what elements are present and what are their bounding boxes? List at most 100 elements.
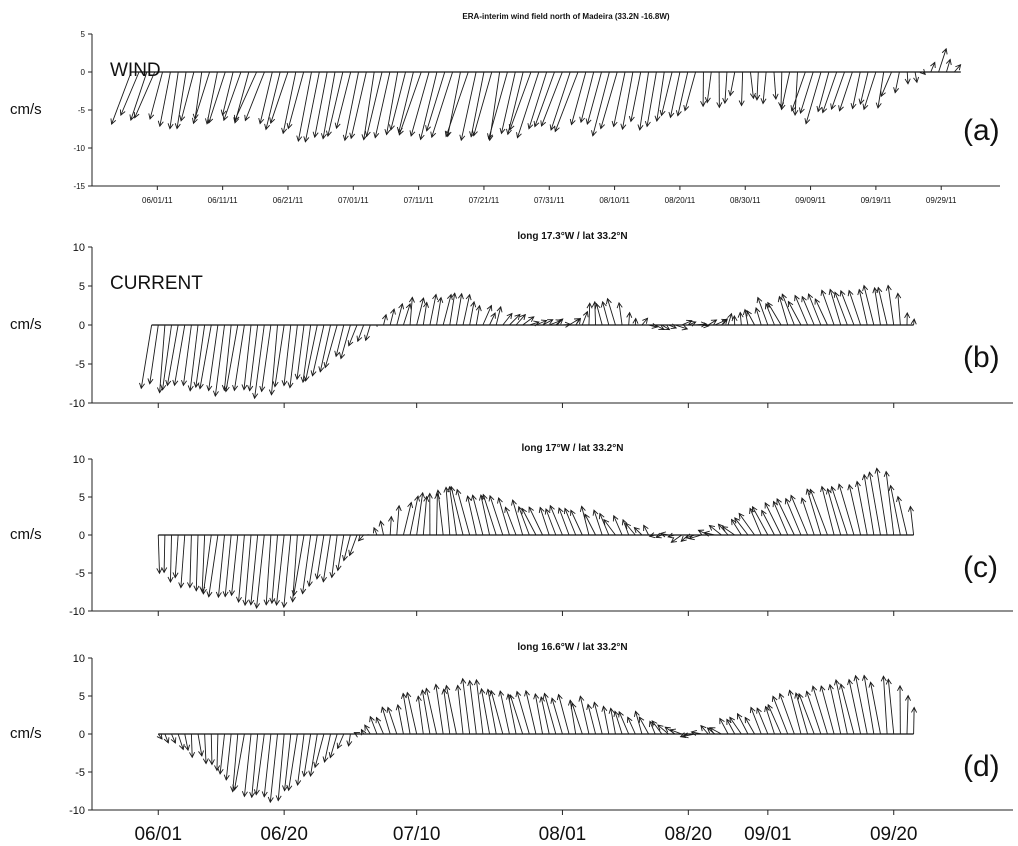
vector-arrow bbox=[314, 733, 325, 768]
x-tick-label: 08/20/11 bbox=[665, 196, 696, 205]
vector-arrow bbox=[233, 324, 245, 391]
vector-arrowhead bbox=[119, 109, 126, 117]
vector-arrow bbox=[189, 534, 192, 588]
vector-arrowhead bbox=[761, 509, 767, 517]
vector-arrowhead bbox=[356, 335, 363, 343]
vector-arrow bbox=[234, 733, 245, 791]
vector-arrowhead bbox=[754, 307, 761, 314]
vector-arrow bbox=[162, 324, 172, 390]
vector-arrow bbox=[840, 684, 855, 735]
vector-arrow bbox=[223, 71, 242, 121]
vector-arrow bbox=[550, 71, 571, 131]
vector-arrow bbox=[614, 711, 623, 735]
vector-arrow bbox=[387, 707, 398, 735]
vector-arrowhead bbox=[876, 286, 883, 294]
vector-arrowhead bbox=[533, 692, 540, 700]
vector-arrowhead bbox=[626, 311, 633, 318]
vector-arrowhead bbox=[794, 294, 800, 302]
vector-arrow bbox=[314, 71, 328, 138]
vector-arrowhead bbox=[235, 596, 242, 603]
vector-arrow bbox=[534, 71, 555, 127]
inset-label: CURRENT bbox=[110, 273, 203, 294]
vector-arrowhead bbox=[642, 317, 649, 324]
vector-arrowhead bbox=[229, 589, 236, 597]
vector-arrow bbox=[765, 706, 775, 735]
vector-arrow bbox=[244, 534, 252, 606]
panel-label: (b) bbox=[963, 341, 1000, 374]
vector-arrowhead bbox=[361, 134, 368, 141]
vector-arrowhead bbox=[430, 131, 437, 139]
vector-arrowhead bbox=[847, 483, 854, 491]
vector-arrowhead bbox=[862, 103, 869, 111]
vector-arrow bbox=[402, 303, 411, 326]
vector-arrows bbox=[156, 674, 918, 804]
date-label: 06/20 bbox=[260, 824, 308, 845]
vector-arrow bbox=[159, 324, 166, 393]
vector-arrow bbox=[417, 696, 424, 735]
vector-arrowhead bbox=[830, 485, 836, 493]
vector-arrow bbox=[358, 534, 364, 542]
vector-arrowhead bbox=[764, 502, 771, 509]
vector-arrowhead bbox=[488, 494, 495, 502]
vector-arrow bbox=[894, 71, 900, 93]
vector-arrowhead bbox=[904, 311, 911, 319]
vector-arrow bbox=[302, 534, 312, 594]
vector-arrowhead bbox=[633, 526, 640, 534]
vector-arrow bbox=[562, 323, 571, 326]
vector-arrowhead bbox=[913, 76, 920, 84]
vector-arrowhead bbox=[688, 534, 695, 541]
vector-arrow bbox=[504, 507, 517, 536]
vector-arrow bbox=[657, 724, 669, 735]
vector-arrowhead bbox=[437, 296, 444, 304]
vector-arrowhead bbox=[804, 118, 811, 125]
vector-arrowhead bbox=[470, 494, 477, 501]
vector-arrowhead bbox=[312, 131, 319, 139]
x-tick-label: 09/19/11 bbox=[861, 196, 892, 205]
vector-arrow bbox=[906, 71, 909, 84]
vector-arrowhead bbox=[303, 375, 310, 382]
vector-arrow bbox=[189, 324, 199, 391]
vector-arrow bbox=[628, 312, 631, 326]
vector-arrowhead bbox=[156, 733, 163, 740]
vector-arrowhead bbox=[465, 495, 472, 502]
vector-arrow bbox=[276, 534, 285, 606]
vector-arrowhead bbox=[850, 102, 857, 110]
vector-arrow bbox=[409, 297, 413, 326]
vector-arrow bbox=[255, 733, 265, 795]
vector-arrowhead bbox=[542, 692, 549, 700]
x-tick-label: 07/01/11 bbox=[338, 196, 369, 205]
vector-arrow bbox=[507, 694, 517, 735]
vector-arrowhead bbox=[470, 300, 477, 308]
vector-arrow bbox=[681, 320, 692, 326]
vector-arrow bbox=[738, 513, 755, 536]
vector-arrowhead bbox=[474, 678, 480, 686]
vector-arrow bbox=[588, 303, 591, 326]
vector-arrowhead bbox=[472, 130, 478, 137]
vector-arrowhead bbox=[612, 514, 619, 522]
vector-arrowhead bbox=[336, 742, 343, 750]
shared-date-axis: 06/01 06/20 07/10 08/01 08/20 09/01 09/20 bbox=[134, 824, 917, 845]
vector-arrowhead bbox=[139, 382, 145, 390]
vector-arrow bbox=[764, 502, 782, 536]
vector-arrowhead bbox=[600, 300, 607, 308]
vector-arrowhead bbox=[550, 697, 557, 704]
vector-arrowhead bbox=[681, 324, 689, 331]
vector-arrow bbox=[707, 319, 717, 326]
panel-d: 10 5 0 -5 -10 cm/s long 16.6°W / lat 33.2°N (d) bbox=[10, 642, 1013, 817]
vector-arrowhead bbox=[425, 125, 431, 132]
vector-arrow bbox=[498, 497, 510, 536]
vector-arrow bbox=[587, 704, 597, 735]
vector-arrowhead bbox=[514, 313, 521, 320]
vector-arrowhead bbox=[648, 532, 656, 539]
vector-arrow bbox=[163, 534, 166, 573]
vector-arrow bbox=[741, 71, 744, 106]
vector-arrow bbox=[340, 324, 351, 359]
vector-arrowhead bbox=[287, 382, 294, 389]
vector-arrow bbox=[757, 297, 769, 326]
vector-arrowhead bbox=[202, 758, 209, 765]
vector-arrow bbox=[580, 71, 595, 123]
vector-arrowhead bbox=[544, 508, 551, 515]
vector-arrow bbox=[348, 733, 351, 746]
vector-arrowhead bbox=[708, 524, 716, 531]
vector-arrow bbox=[472, 495, 484, 536]
